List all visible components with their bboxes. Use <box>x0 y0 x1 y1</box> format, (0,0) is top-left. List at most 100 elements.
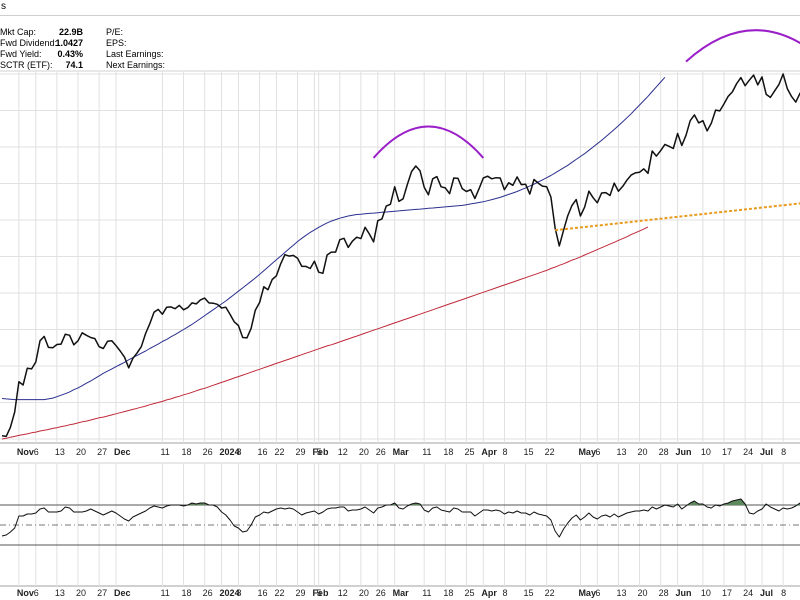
x-tick-label: Dec <box>114 588 131 598</box>
stat-label: Fwd Dividend: <box>0 38 58 48</box>
x-tick-label: 11 <box>422 447 431 457</box>
x-tick-label: 29 <box>296 588 306 598</box>
x-tick-label: 25 <box>464 588 474 598</box>
x-tick-label: 11 <box>422 588 431 598</box>
stat-fwd-yield: Fwd Yield: 0.43% <box>0 49 90 60</box>
x-tick-label: Mar <box>393 447 410 457</box>
x-tick-label: 20 <box>638 447 648 457</box>
osc-overbought-fill <box>719 499 750 505</box>
x-tick-label: 13 <box>616 447 626 457</box>
x-tick-label: 8 <box>236 447 241 457</box>
x-tick-label: Jul <box>760 447 773 457</box>
x-tick-label: 6 <box>595 588 600 598</box>
x-tick-label: 25 <box>464 447 474 457</box>
x-tick-label: Feb <box>312 447 329 457</box>
x-tick-label: May <box>578 447 596 457</box>
x-tick-label: 22 <box>274 447 284 457</box>
stat-fwd-dividend: Fwd Dividend: 1.0427 <box>0 38 90 49</box>
x-tick-label: 8 <box>781 447 786 457</box>
stat-label: Fwd Yield: <box>0 49 42 59</box>
x-tick-label: 17 <box>722 447 732 457</box>
x-tick-label: 13 <box>55 447 65 457</box>
x-tick-label: Jun <box>676 588 692 598</box>
stat-next-earnings-label: Next Earnings: <box>106 60 166 70</box>
x-tick-label: Apr <box>481 588 497 598</box>
x-tick-label: 26 <box>376 588 386 598</box>
chart-title: s <box>1 1 6 12</box>
x-tick-label: 26 <box>376 447 386 457</box>
osc-overbought-fill <box>187 503 209 505</box>
x-tick-label: 28 <box>659 588 669 598</box>
x-tick-label: 17 <box>722 588 732 598</box>
osc-overbought-fill <box>762 504 771 505</box>
price-panel <box>1 29 800 440</box>
x-tick-label: 6 <box>595 447 600 457</box>
oscillator-line <box>1 498 800 538</box>
x-tick-label: 29 <box>296 447 306 457</box>
stat-sctr: SCTR (ETF): 74.1 <box>0 60 90 71</box>
oscillator-panel-grid <box>0 462 800 587</box>
x-tick-label: 8 <box>781 588 786 598</box>
x-tick-label: 6 <box>34 447 39 457</box>
x-tick-label: 27 <box>97 588 107 598</box>
top-title-bar: s <box>0 0 800 16</box>
x-tick-label: Apr <box>481 447 497 457</box>
x-tick-label: Dec <box>114 447 131 457</box>
x-tick-label: 10 <box>701 447 711 457</box>
x-tick-label: 20 <box>638 588 648 598</box>
x-tick-label: Jun <box>676 447 692 457</box>
x-tick-label: 24 <box>743 588 753 598</box>
x-tick-label: 22 <box>545 447 555 457</box>
x-tick-label: 5 <box>317 447 322 457</box>
x-tick-label: 15 <box>524 588 534 598</box>
osc-overbought-fill <box>673 504 682 505</box>
stat-eps-label: EPS: <box>106 38 127 48</box>
osc-overbought-fill <box>407 503 425 505</box>
x-tick-label: 26 <box>203 588 213 598</box>
price-line <box>1 73 800 438</box>
stat-label: Mkt Cap: <box>0 27 37 37</box>
x-tick-label: 11 <box>160 588 169 598</box>
x-tick-label: 20 <box>76 447 86 457</box>
x-tick-label: 27 <box>97 447 107 457</box>
osc-overbought-fill <box>795 503 800 505</box>
x-tick-label: Jul <box>760 588 773 598</box>
x-tick-label: 18 <box>182 447 192 457</box>
x-tick-label: 18 <box>182 588 192 598</box>
x-tick-label: 18 <box>443 447 453 457</box>
ma-short-line <box>1 76 666 401</box>
x-tick-label: 5 <box>317 588 322 598</box>
x-tick-label: 16 <box>258 588 268 598</box>
x-tick-label: 2024 <box>220 588 240 598</box>
x-tick-label: 11 <box>160 447 169 457</box>
stats-panel: Mkt Cap: 22.9B Fwd Dividend: 1.0427 Fwd … <box>0 27 800 71</box>
x-tick-label: 24 <box>743 447 753 457</box>
x-tick-label: 10 <box>701 588 711 598</box>
x-tick-label: 20 <box>76 588 86 598</box>
x-tick-label: 22 <box>545 588 555 598</box>
stat-value: 0.43% <box>57 49 83 59</box>
x-tick-label: Feb <box>312 588 329 598</box>
x-tick-label: Nov <box>17 588 34 598</box>
x-tick-label: 6 <box>34 588 39 598</box>
x-tick-label: 12 <box>338 588 348 598</box>
x-tick-label: 26 <box>203 447 213 457</box>
price-panel-grid <box>0 70 800 444</box>
x-tick-label: 15 <box>524 447 534 457</box>
x-tick-label: May <box>578 588 596 598</box>
support-trendline <box>555 202 800 232</box>
stat-label: SCTR (ETF): <box>0 60 53 70</box>
x-tick-label: 13 <box>616 588 626 598</box>
stat-value: 22.9B <box>58 27 83 37</box>
x-tick-label: 8 <box>236 588 241 598</box>
x-tick-label: 20 <box>359 588 369 598</box>
x-tick-label: 8 <box>502 588 507 598</box>
x-tick-label: 12 <box>338 447 348 457</box>
ma-long-line <box>1 226 649 440</box>
x-tick-label: 18 <box>443 588 453 598</box>
x-tick-label: 13 <box>55 588 65 598</box>
x-tick-label: 20 <box>359 447 369 457</box>
stat-pe-label: P/E: <box>106 27 124 37</box>
